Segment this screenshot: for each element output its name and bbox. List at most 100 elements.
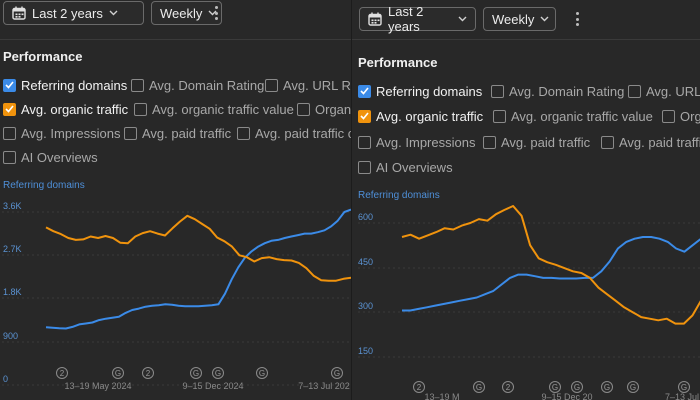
metric-avg-url-rating[interactable]: Avg. URL (628, 81, 700, 101)
metric-avg-domain-rating[interactable]: Avg. Domain Rating (131, 75, 264, 95)
metric-label: AI Overviews (21, 149, 98, 165)
event-marker (549, 381, 561, 393)
metric-label: Avg. paid traffic c (255, 125, 351, 141)
line-chart[interactable]: 3.6K 2.7K 1.8K 900 0 2 G 2 G G G G 13–19 May 2024 9–1… (0, 0, 351, 400)
event-marker-label: G (476, 383, 482, 392)
metric-referring-domains[interactable]: Referring domains (3, 75, 127, 95)
interval-button[interactable]: Weekly (151, 1, 222, 25)
metric-avg-paid-traffic[interactable]: Avg. paid traffic (124, 123, 231, 143)
event-marker-label: 2 (506, 383, 511, 392)
checkbox-icon[interactable] (491, 84, 504, 98)
metric-label: Avg. URL Ra (283, 77, 351, 93)
interval-button[interactable]: Weekly (483, 7, 556, 31)
metric-label: Avg. paid traffic (501, 134, 591, 150)
chevron-down-icon (458, 16, 467, 22)
metric-label: Organi (315, 101, 351, 117)
chevron-down-icon (540, 16, 549, 22)
more-options-icon[interactable] (572, 10, 582, 28)
checkbox-icon[interactable] (3, 126, 16, 140)
metric-avg-organic-traffic[interactable]: Avg. organic traffic (3, 99, 128, 119)
metric-avg-impressions[interactable]: Avg. Impressions (358, 132, 475, 152)
checkbox-checked-icon[interactable] (3, 78, 16, 92)
date-range-button[interactable]: Last 2 years (3, 1, 144, 25)
metric-referring-domains[interactable]: Referring domains (358, 81, 482, 101)
checkbox-icon[interactable] (134, 102, 147, 116)
metric-avg-organic-traffic-value[interactable]: Avg. organic traffic value (134, 99, 294, 119)
metric-row: Referring domains Avg. Domain Rating Avg… (0, 75, 351, 95)
event-marker-label: G (574, 383, 580, 392)
metric-organic[interactable]: Org (662, 106, 700, 126)
checkbox-icon[interactable] (237, 126, 250, 140)
line-chart[interactable]: 600 450 300 150 2 G 2 G G G G G 13–19 M 9–15 Dec 20 7–… (352, 0, 700, 400)
metric-avg-organic-traffic-value[interactable]: Avg. organic traffic value (493, 106, 653, 126)
y-tick-label: 600 (358, 212, 373, 222)
checkbox-icon[interactable] (358, 135, 371, 149)
y-tick-label: 0 (3, 374, 8, 384)
metric-avg-paid-traffic-cost[interactable]: Avg. paid traffic (601, 132, 700, 152)
section-title: Performance (3, 49, 83, 64)
event-marker-label: G (552, 383, 558, 392)
checkbox-icon[interactable] (493, 109, 506, 123)
more-options-icon[interactable] (211, 4, 221, 22)
y-tick-label: 3.6K (3, 201, 22, 211)
metric-ai-overviews[interactable]: AI Overviews (3, 147, 98, 167)
metric-label: Avg. Domain Rating (509, 83, 625, 99)
chart-title: Referring domains (3, 180, 85, 191)
event-marker (678, 381, 690, 393)
event-marker (56, 367, 68, 379)
checkbox-icon[interactable] (662, 109, 675, 123)
y-tick-label: 450 (358, 257, 373, 267)
checkbox-icon[interactable] (358, 160, 371, 174)
checkbox-icon[interactable] (265, 78, 278, 92)
toolbar: Last 2 years Weekly (0, 0, 351, 40)
event-marker-label: G (193, 369, 199, 378)
checkbox-icon[interactable] (131, 78, 144, 92)
metric-avg-impressions[interactable]: Avg. Impressions (3, 123, 120, 143)
metric-avg-paid-traffic[interactable]: Avg. paid traffic (483, 132, 590, 152)
event-marker-label: 2 (60, 369, 65, 378)
event-marker (571, 381, 583, 393)
event-marker (112, 367, 124, 379)
x-tick-label: 7–13 Jul 202 (298, 381, 350, 391)
metric-row: Avg. organic traffic Avg. organic traffi… (352, 106, 700, 126)
chevron-down-icon (109, 10, 118, 16)
metric-label: Avg. URL (646, 83, 700, 99)
checkbox-icon[interactable] (628, 84, 641, 98)
metric-avg-url-rating[interactable]: Avg. URL Ra (265, 75, 351, 95)
event-marker (142, 367, 154, 379)
metric-row: Avg. organic traffic Avg. organic traffi… (0, 99, 351, 119)
checkbox-icon[interactable] (124, 126, 137, 140)
metric-ai-overviews[interactable]: AI Overviews (358, 157, 453, 177)
date-range-label: Last 2 years (388, 4, 424, 34)
metric-label: Referring domains (376, 83, 483, 99)
event-marker-label: G (630, 383, 636, 392)
interval-label: Weekly (160, 5, 203, 21)
checkbox-icon[interactable] (297, 102, 310, 116)
series-line-1 (401, 205, 700, 325)
metric-label: Avg. Impressions (376, 134, 476, 150)
x-tick-label: 9–15 Dec 2024 (182, 381, 243, 391)
checkbox-icon[interactable] (601, 135, 614, 149)
metric-avg-paid-traffic-cost[interactable]: Avg. paid traffic c (237, 123, 351, 143)
event-marker (212, 367, 224, 379)
metric-label: Avg. organic traffic value (152, 101, 294, 117)
checkbox-checked-icon[interactable] (3, 102, 16, 116)
left-pane: Last 2 years Weekly Performance Referrin… (0, 0, 351, 400)
metric-avg-domain-rating[interactable]: Avg. Domain Rating (491, 81, 624, 101)
metric-label: Org (680, 108, 700, 124)
event-marker-label: G (604, 383, 610, 392)
checkbox-icon[interactable] (3, 150, 16, 164)
chart-title: Referring domains (358, 190, 440, 201)
x-tick-label: 13–19 M (424, 392, 459, 400)
metric-row: Avg. Impressions Avg. paid traffic Avg. … (0, 123, 351, 143)
metric-organic[interactable]: Organi (297, 99, 351, 119)
metric-label: Referring domains (21, 77, 128, 93)
toolbar: Last 2 years Weekly (352, 0, 700, 40)
event-marker (331, 367, 343, 379)
checkbox-checked-icon[interactable] (358, 84, 371, 98)
checkbox-icon[interactable] (483, 135, 496, 149)
metric-avg-organic-traffic[interactable]: Avg. organic traffic (358, 106, 483, 126)
event-marker-label: G (259, 369, 265, 378)
date-range-button[interactable]: Last 2 years (359, 4, 476, 34)
checkbox-checked-icon[interactable] (358, 109, 371, 123)
